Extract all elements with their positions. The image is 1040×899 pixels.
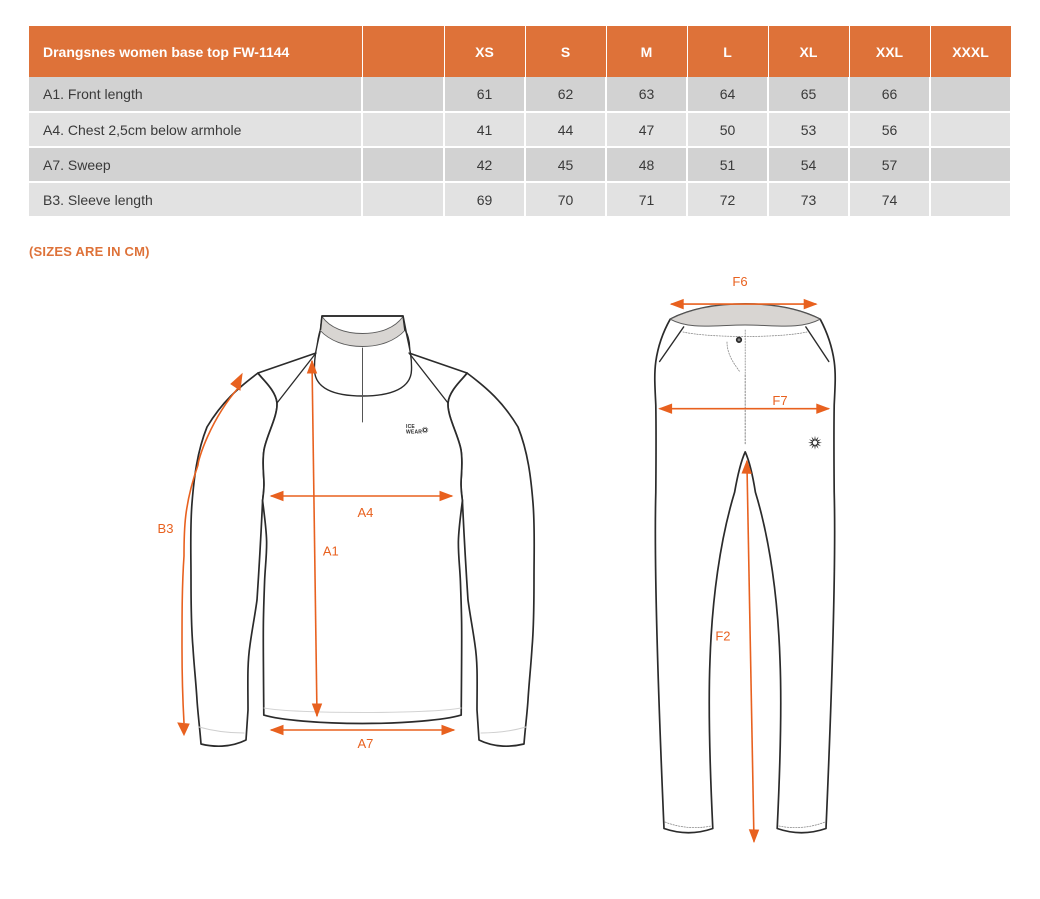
svg-text:B3: B3 (158, 521, 174, 536)
svg-text:WEAR: WEAR (406, 430, 422, 436)
svg-text:A1: A1 (323, 544, 339, 559)
svg-text:F2: F2 (715, 628, 730, 643)
svg-text:F6: F6 (732, 274, 747, 289)
svg-text:A7: A7 (357, 736, 373, 751)
svg-text:F7: F7 (772, 393, 787, 408)
svg-text:A4: A4 (357, 505, 373, 520)
